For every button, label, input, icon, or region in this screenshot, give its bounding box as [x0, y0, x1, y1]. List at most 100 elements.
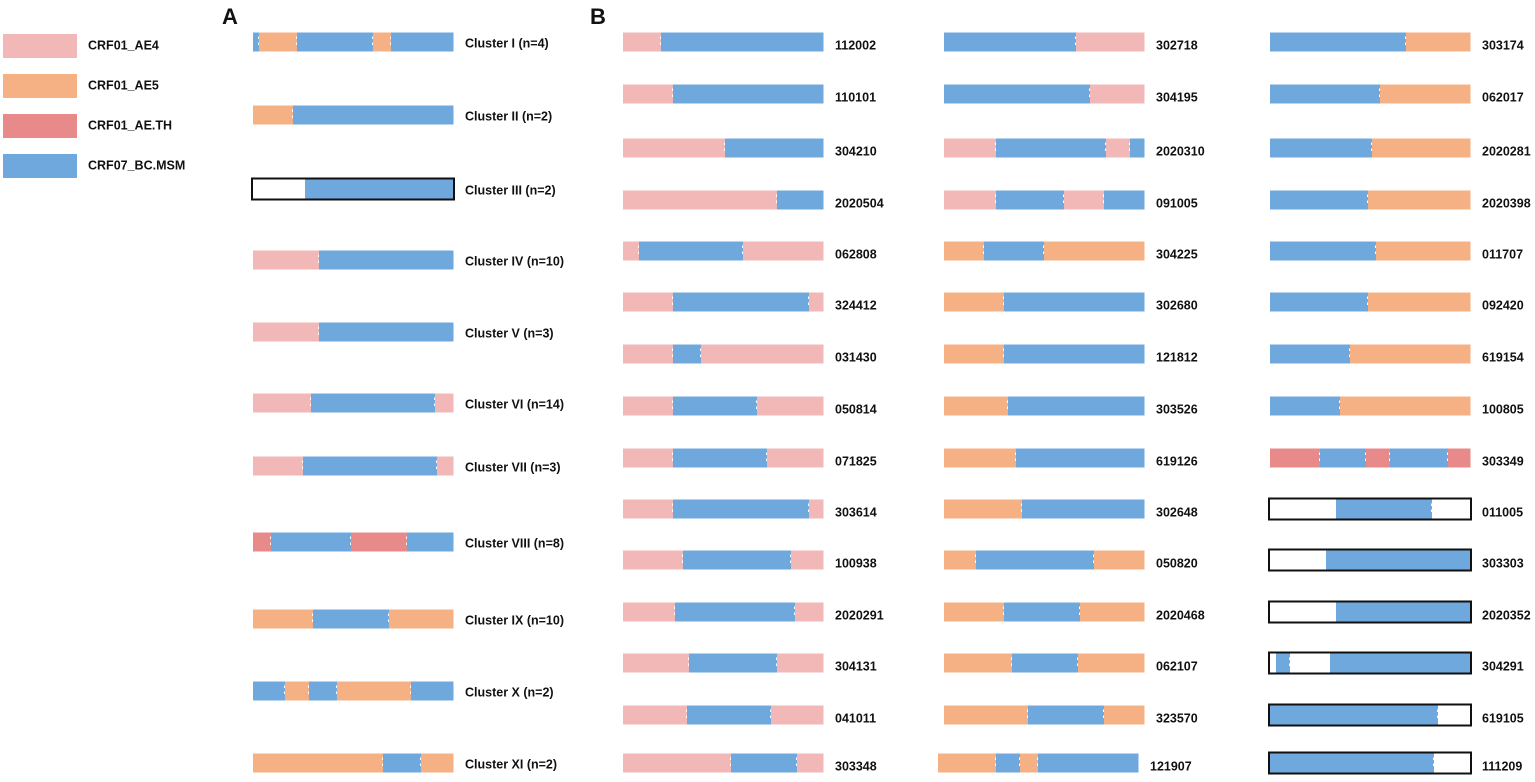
- segment: [623, 32, 662, 52]
- segment: [309, 681, 338, 701]
- sample-id: 2020468: [1156, 608, 1205, 622]
- segment: [623, 190, 778, 210]
- segment: [1380, 84, 1471, 104]
- segment: [253, 609, 314, 629]
- sample-id: 323570: [1156, 711, 1198, 725]
- segment: [1270, 499, 1337, 519]
- segment: [411, 681, 454, 701]
- segment: [797, 753, 824, 773]
- segment: [944, 550, 977, 570]
- segment: [1004, 292, 1145, 312]
- segment: [1448, 448, 1471, 468]
- cluster-label: Cluster VIII (n=8): [465, 536, 564, 550]
- segment: [944, 292, 1005, 312]
- segment: [407, 532, 454, 552]
- segment: [771, 705, 824, 725]
- segment: [661, 32, 824, 52]
- segment: [421, 753, 454, 773]
- segment: [285, 681, 310, 701]
- sample-id: 302648: [1156, 505, 1198, 519]
- segment: [1290, 653, 1331, 673]
- segment: [1270, 653, 1277, 673]
- legend-label: CRF01_AE5: [88, 78, 159, 92]
- segment: [1076, 32, 1145, 52]
- segment: [673, 344, 702, 364]
- segment: [944, 499, 1023, 519]
- segment: [1270, 344, 1351, 364]
- sample-id: 011707: [1482, 247, 1523, 261]
- segment: [757, 396, 824, 416]
- segment: [639, 241, 744, 261]
- segment: [996, 138, 1107, 158]
- segment: [1434, 753, 1471, 773]
- sample-id: 100805: [1482, 402, 1524, 416]
- segment: [623, 138, 726, 158]
- segment: [623, 84, 674, 104]
- bar-border: [251, 177, 455, 201]
- segment: [253, 32, 260, 52]
- sample-id: 303303: [1482, 556, 1524, 570]
- segment: [437, 456, 454, 476]
- segment: [791, 550, 824, 570]
- sample-id: 062017: [1482, 90, 1524, 104]
- segment: [1270, 138, 1373, 158]
- sample-id: 304210: [835, 144, 877, 158]
- segment: [623, 550, 684, 570]
- segment: [944, 138, 997, 158]
- segment: [938, 753, 997, 773]
- cluster-label: Cluster V (n=3): [465, 326, 554, 340]
- cluster-label: Cluster IV (n=10): [465, 254, 564, 268]
- segment: [1432, 499, 1471, 519]
- sample-id: 031430: [835, 350, 877, 364]
- segment: [944, 396, 1009, 416]
- bar-border: [1268, 703, 1472, 727]
- segment: [305, 179, 454, 199]
- segment: [675, 602, 796, 622]
- segment: [623, 241, 640, 261]
- sample-id: 050820: [1156, 556, 1198, 570]
- segment: [984, 241, 1045, 261]
- sample-id: 112002: [835, 38, 876, 52]
- segment: [1350, 344, 1471, 364]
- segment: [944, 190, 997, 210]
- segment: [944, 705, 1029, 725]
- bar-border: [1268, 751, 1472, 775]
- segment: [623, 705, 688, 725]
- sample-id: 619126: [1156, 454, 1198, 468]
- sample-id: 071825: [835, 454, 877, 468]
- cluster-label: Cluster IX (n=10): [465, 613, 564, 627]
- segment: [253, 681, 286, 701]
- segment: [1276, 653, 1291, 673]
- segment: [683, 550, 792, 570]
- segment: [1004, 344, 1145, 364]
- segment: [253, 532, 272, 552]
- segment: [253, 105, 294, 125]
- sample-id: 303614: [835, 505, 877, 519]
- segment: [1320, 448, 1367, 468]
- segment: [253, 753, 384, 773]
- segment: [253, 456, 304, 476]
- segment: [1376, 241, 1471, 261]
- segment: [944, 84, 1091, 104]
- segment: [623, 292, 674, 312]
- legend-swatch: [3, 114, 77, 138]
- cluster-label: Cluster X (n=2): [465, 685, 554, 699]
- segment: [687, 705, 772, 725]
- segment: [1130, 138, 1145, 158]
- sample-id: 041011: [835, 711, 876, 725]
- segment: [1390, 448, 1449, 468]
- sample-id: 100938: [835, 556, 877, 570]
- segment: [383, 753, 422, 773]
- segment: [673, 84, 824, 104]
- sample-id: 011005: [1482, 505, 1523, 519]
- bar-border: [1268, 600, 1472, 624]
- segment: [1270, 84, 1381, 104]
- segment: [271, 532, 352, 552]
- segment: [673, 448, 768, 468]
- cluster-label: Cluster XI (n=2): [465, 757, 557, 771]
- segment: [1270, 292, 1369, 312]
- segment: [944, 344, 1005, 364]
- segment: [435, 393, 454, 413]
- segment: [1038, 753, 1139, 773]
